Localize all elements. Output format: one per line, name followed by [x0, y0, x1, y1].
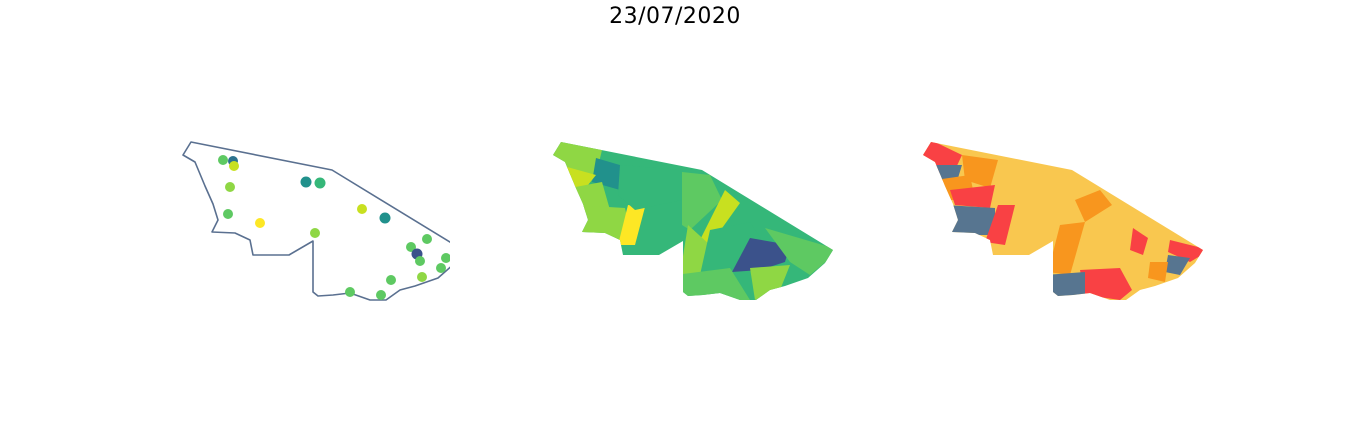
point-marker	[310, 228, 320, 238]
point-marker	[357, 204, 367, 214]
region	[1130, 228, 1148, 255]
region	[575, 205, 632, 240]
region	[618, 165, 682, 210]
region	[935, 165, 962, 180]
region	[950, 185, 995, 208]
point-marker	[376, 290, 386, 300]
point-marker	[415, 256, 425, 266]
choropleth-map-risk	[923, 142, 1203, 300]
region	[618, 205, 645, 245]
region	[1165, 255, 1190, 275]
region	[945, 205, 995, 235]
region	[765, 228, 833, 275]
region	[1045, 272, 1085, 300]
region	[985, 205, 1015, 245]
point-marker	[223, 209, 233, 219]
point-marker	[386, 275, 396, 285]
point-marker	[229, 161, 239, 171]
state-outline	[182, 141, 450, 301]
region	[700, 222, 765, 275]
region	[923, 142, 962, 175]
point-marker	[255, 218, 265, 228]
municipality-points	[218, 155, 450, 300]
region	[1148, 262, 1168, 282]
region	[680, 225, 710, 275]
point-marker	[300, 176, 312, 188]
point-map	[182, 141, 450, 301]
region	[732, 238, 790, 272]
region	[1075, 190, 1112, 222]
region	[675, 268, 750, 300]
map-title: 23/07/2020	[609, 4, 741, 29]
point-marker	[379, 212, 391, 224]
point-marker	[345, 287, 355, 297]
region	[1048, 222, 1085, 275]
point-marker	[436, 263, 446, 273]
point-marker	[417, 272, 427, 282]
region	[962, 155, 998, 188]
point-marker	[406, 242, 416, 252]
choropleth-map-viridis	[553, 142, 833, 300]
point-marker	[441, 253, 450, 263]
point-marker	[225, 182, 235, 192]
point-marker	[314, 177, 326, 189]
choropleth-regions	[923, 142, 1203, 300]
region	[682, 172, 722, 230]
point-marker	[422, 234, 432, 244]
region	[1080, 268, 1132, 300]
region	[750, 265, 790, 300]
point-marker	[218, 155, 228, 165]
